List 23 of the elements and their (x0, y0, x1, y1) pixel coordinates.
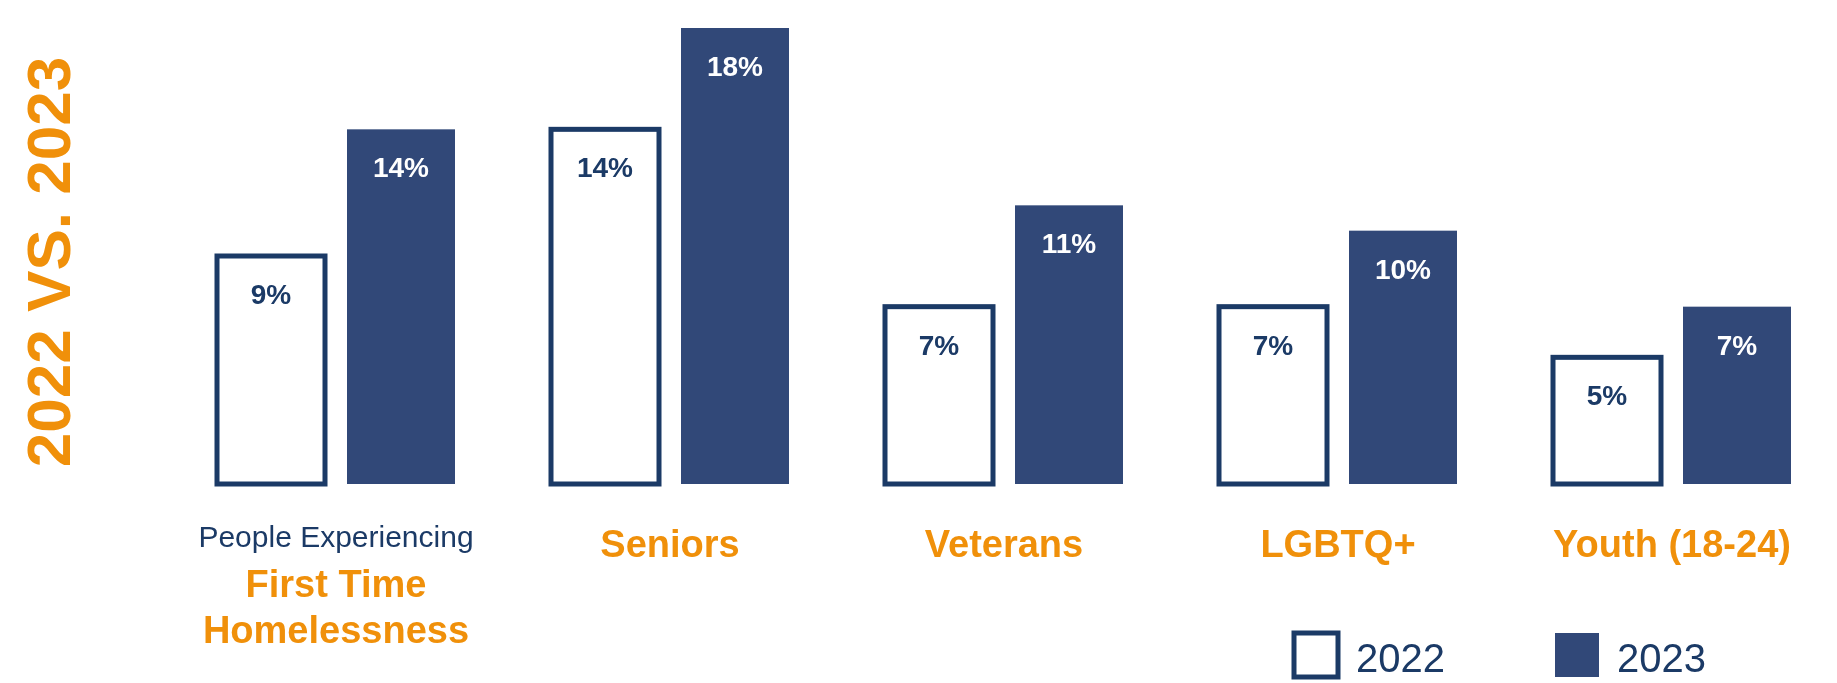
bar (347, 129, 455, 484)
x-tick-label: Veterans (924, 523, 1084, 565)
data-label: 10% (1374, 253, 1432, 285)
data-label: 18% (706, 51, 764, 82)
data-label: 11% (1041, 228, 1097, 260)
data-label: 5% (1586, 380, 1628, 412)
data-label: 7% (918, 329, 960, 361)
bar (1349, 230, 1457, 484)
x-tick-label: People Experiencing First Time Homelessness (198, 520, 474, 651)
legend-label: 2022 (1356, 636, 1445, 680)
bar (1683, 306, 1791, 484)
data-label: 9% (250, 279, 292, 310)
bar (681, 28, 789, 484)
data-label: 7% (1716, 329, 1758, 361)
legend-label: 2023 (1617, 636, 1706, 680)
text: 2022 VS. 2023 (14, 56, 83, 468)
x-tick-label: Seniors (600, 523, 740, 565)
data-label: 14% (372, 152, 430, 184)
x-tick-label: LGBTQ+ (1260, 523, 1416, 565)
data-label: 7% (1252, 329, 1294, 361)
data-label: 14% (576, 152, 634, 184)
x-tick-label: Youth (18-24) (1553, 523, 1791, 565)
bar (1015, 205, 1123, 484)
